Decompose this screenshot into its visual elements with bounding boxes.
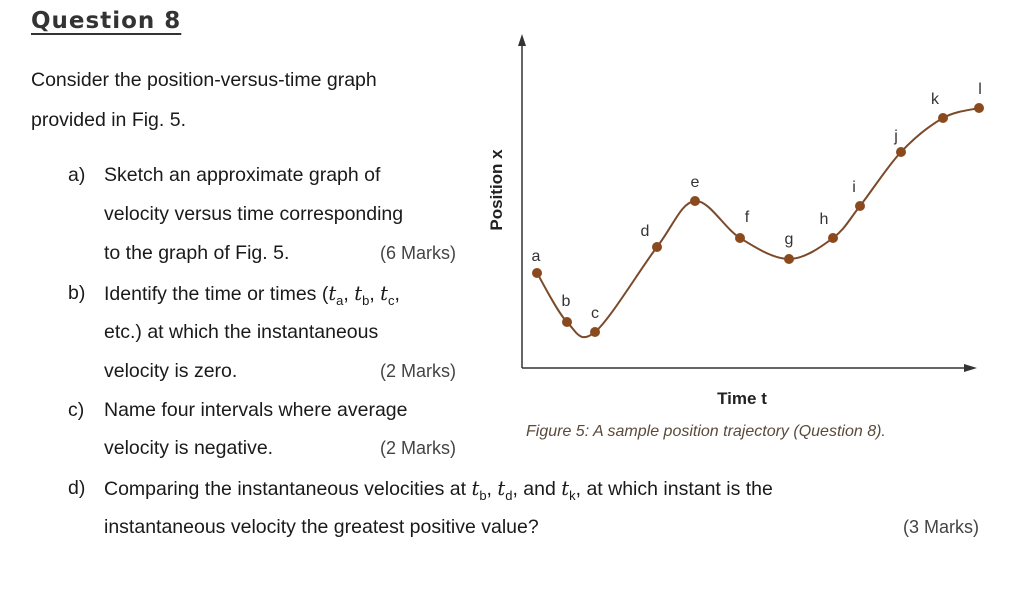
point-k [938, 113, 948, 123]
point-label-g: g [785, 231, 794, 248]
figure-caption: Figure 5: A sample position trajectory (… [526, 423, 886, 440]
point-e [690, 196, 700, 206]
point-label-i: i [852, 179, 856, 196]
part-b-line-2: etc.) at which the instantaneous [104, 321, 379, 343]
point-label-a: a [532, 248, 541, 265]
part-b-line-1: Identify the time or times (ta, tb, tc, [104, 282, 400, 308]
point-label-j: j [893, 128, 898, 145]
intro-line-1: Consider the position-versus-time graph [31, 69, 377, 91]
point-g [784, 254, 794, 264]
point-label-e: e [691, 174, 700, 191]
point-l [974, 103, 984, 113]
y-axis-arrow-icon [518, 34, 526, 46]
point-h [828, 233, 838, 243]
part-a-line-2: velocity versus time corresponding [104, 203, 404, 225]
part-a-line-3: to the graph of Fig. 5. [104, 242, 290, 264]
point-c [590, 327, 600, 337]
point-j [896, 147, 906, 157]
part-b-line-3: velocity is zero. [104, 360, 238, 382]
part-d-line-2: instantaneous velocity the greatest posi… [104, 516, 539, 538]
point-f [735, 233, 745, 243]
point-i [855, 201, 865, 211]
point-label-d: d [641, 223, 650, 240]
part-c-marks: (2 Marks) [380, 438, 456, 458]
point-label-c: c [591, 305, 599, 322]
axes [518, 34, 977, 372]
part-c-label: c) [68, 399, 85, 421]
part-c-line-1: Name four intervals where average [104, 399, 408, 421]
x-axis-arrow-icon [964, 364, 977, 372]
point-label-k: k [931, 91, 940, 108]
y-axis-label: Position x [487, 149, 506, 231]
position-curve [536, 107, 980, 339]
part-b-label: b) [68, 282, 86, 304]
part-d-marks: (3 Marks) [903, 517, 979, 537]
question-title: Question 8 [31, 8, 182, 34]
intro-line-2: provided in Fig. 5. [31, 109, 187, 131]
part-a-marks: (6 Marks) [380, 243, 456, 263]
x-axis-label: Time t [717, 389, 767, 408]
part-a-line-1: Sketch an approximate graph of [104, 164, 381, 186]
point-label-f: f [745, 209, 750, 226]
part-c-line-2: velocity is negative. [104, 437, 274, 459]
point-d [652, 242, 662, 252]
point-label-b: b [562, 293, 571, 310]
point-label-h: h [820, 211, 829, 228]
point-a [532, 268, 542, 278]
point-label-l: l [978, 81, 982, 98]
point-b [562, 317, 572, 327]
part-d-line-1: Comparing the instantaneous velocities a… [104, 477, 773, 503]
part-a-label: a) [68, 164, 86, 186]
part-d-label: d) [68, 477, 86, 499]
part-b-marks: (2 Marks) [380, 361, 456, 381]
